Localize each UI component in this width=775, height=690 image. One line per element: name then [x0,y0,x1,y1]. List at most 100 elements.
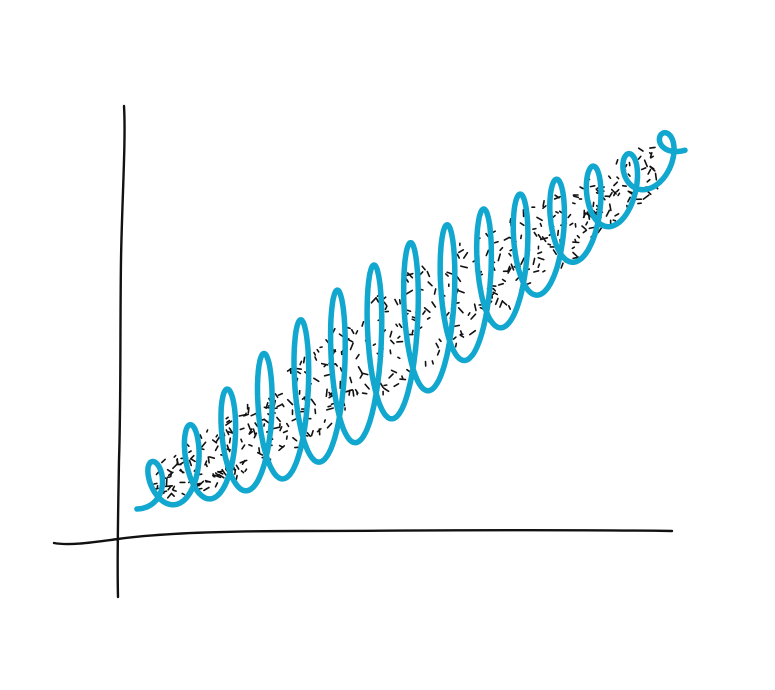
scatter-dash [507,267,512,274]
scatter-dash [173,454,177,458]
scatter-dash [203,486,210,492]
scatter-dash [552,249,558,255]
scatter-dash [327,405,332,408]
scatter-dash [190,458,196,463]
scatter-dash [435,342,440,349]
scatter-dash [254,422,259,428]
scatter-dash [574,238,577,243]
scatter-dash [355,353,360,360]
scatter-dash [198,480,205,487]
scatter-dash [485,249,490,257]
scatter-dash [325,407,334,411]
scatter-dash [171,485,176,491]
scatter-dash [181,492,186,496]
scatter-dash [411,316,416,319]
scatter-dash [621,184,628,187]
scatter-dash [299,360,303,366]
scatter-dash [281,403,285,408]
scatter-dash [382,387,390,393]
scatter-dash [608,203,612,212]
scatter-dash [405,278,410,283]
scatter-dash [244,412,247,417]
scatter-dash [211,439,218,444]
scatter-dash [433,288,437,295]
scatter-dash [364,383,370,390]
scatter-dash [250,412,257,417]
scatter-dash [233,466,236,471]
scatter-dash [390,369,398,374]
scatter-dash [313,351,317,356]
scatter-dash [296,370,302,375]
scatter-dash [571,246,576,250]
series-spiral-curve [134,129,688,512]
scatter-dash [379,382,384,389]
scatter-dash [592,201,595,208]
scatter-dash [438,338,442,343]
scatter-dash [421,265,426,271]
scatter-dash [436,349,441,356]
scatter-dash [537,233,543,240]
scatter-dash [508,252,512,257]
scatter-dash [612,191,617,197]
scatter-dash [215,434,219,438]
scatter-dash [189,454,195,460]
scatter-dash [240,438,243,443]
scatter-dash [247,406,250,414]
scatter-dash [627,173,631,177]
scatter-dash [627,196,632,203]
scatter-dash [431,360,435,365]
scatter-dash [572,256,580,260]
scatter-dash [212,474,216,478]
scatter-dash [454,342,458,348]
scatter-dash [225,420,233,426]
scatter-dash [241,444,246,450]
scatter-dash [240,470,245,474]
scatter-dash [457,289,465,294]
scatter-dash [519,222,525,227]
scatter-dash [383,384,388,387]
scatter-dash [310,429,314,437]
scatter-dash [585,221,589,226]
scatter-dash [405,289,414,295]
scatter-dash [228,427,233,434]
scatter-dash [426,316,431,320]
scatter-dash [375,296,380,303]
scatter-dash [537,251,543,255]
scatter-dash [427,281,433,287]
scatter-dash [323,419,327,423]
scatter-dash [395,323,399,328]
scatter-dash [206,429,209,433]
scatter-dash [462,251,469,259]
scatter-dash [411,329,414,335]
scatter-dash [406,272,414,279]
scatter-dash [172,489,177,492]
scatter-dash [164,484,173,488]
scatter-dash [285,422,290,428]
scatter-dash [167,471,174,477]
scatter-dash [217,470,223,473]
scatter-dash [423,306,431,314]
scatter-dash [278,444,284,449]
scatter-dash [422,310,426,315]
scatter-dash [581,225,587,231]
scatter-dash [244,468,248,473]
scatter-dash [494,297,499,306]
scatter-dash [286,398,294,406]
scatter-dash [248,428,253,435]
scatter-dash [537,256,545,261]
scatter-dash [291,417,298,422]
scatter-dash [589,185,596,188]
scatter-dash [276,404,282,408]
scatter-dash [616,176,620,180]
scatter-dash [547,243,552,246]
scatter-dash [497,253,502,262]
scatter-dash [323,373,331,377]
scatter-dash [397,356,401,360]
scatter-dash [470,313,477,320]
scatter-dash [306,432,312,438]
scatter-dash [507,304,512,310]
scatter-dash [155,471,160,476]
scatter-dash [357,365,363,374]
scatter-dash [642,194,650,200]
scatter-dash [459,334,465,338]
